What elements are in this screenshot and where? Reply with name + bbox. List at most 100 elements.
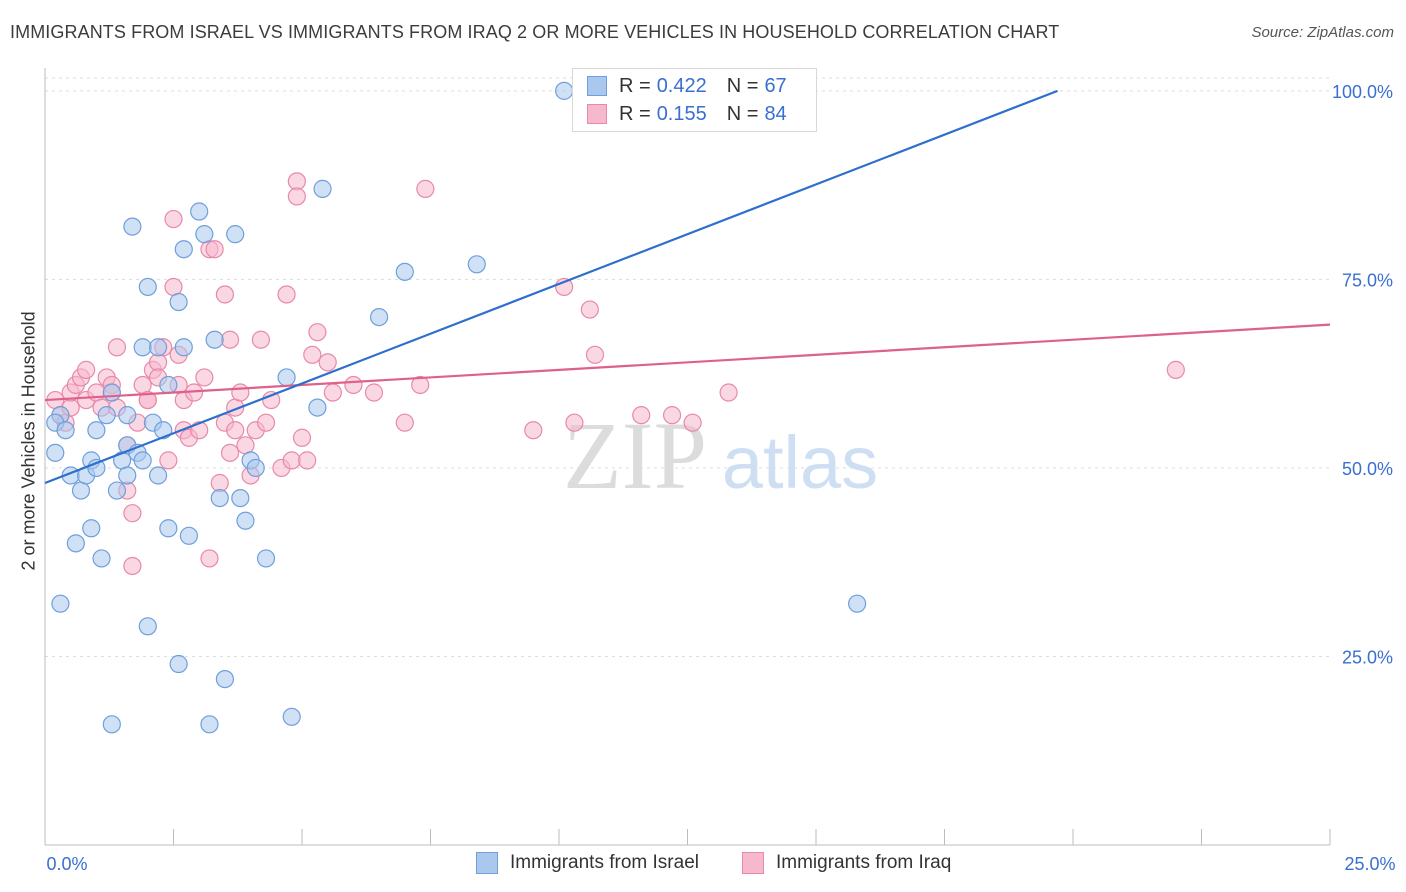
trend-lines (44, 89, 1331, 485)
iraq-point (164, 277, 183, 297)
israel-point (148, 466, 168, 485)
iraq-point (164, 209, 183, 229)
israel-point (313, 179, 332, 198)
israel-point (97, 406, 116, 425)
israel-point (200, 715, 219, 734)
iraq-point (195, 368, 214, 387)
israel-point (102, 715, 121, 734)
iraq-point (364, 383, 384, 402)
iraq-point (123, 504, 142, 523)
iraq-point (719, 383, 738, 402)
israel-point (138, 617, 157, 636)
axes (44, 68, 1331, 846)
israel-point (51, 594, 70, 613)
israel-point (195, 225, 214, 244)
israel-point (277, 368, 296, 387)
israel-point (236, 511, 255, 530)
legend-row-israel: R = 0.422 N = 67 (587, 74, 787, 98)
iraq-point (1166, 360, 1185, 379)
iraq-point (282, 451, 301, 470)
israel-point (555, 81, 574, 100)
iraq-point (123, 556, 142, 576)
iraq-point (303, 345, 322, 364)
israel-point (308, 398, 327, 417)
bottom-iraq-swatch (742, 852, 764, 874)
iraq-n-label: N = (726, 102, 759, 125)
israel-point (215, 669, 234, 689)
iraq-point (220, 443, 240, 462)
israel-point (118, 406, 137, 425)
israel-point (256, 549, 276, 568)
bottom-iraq-label: Immigrants from Iraq (776, 852, 952, 873)
watermark-atlas: atlas (722, 421, 878, 504)
israel-swatch (587, 76, 607, 96)
iraq-point (277, 285, 296, 304)
israel-point (82, 519, 101, 538)
israel-n-value: 67 (764, 74, 787, 97)
israel-point (169, 292, 188, 312)
iraq-point (226, 421, 245, 440)
chart-title: IMMIGRANTS FROM ISRAEL VS IMMIGRANTS FRO… (10, 22, 1060, 42)
y-axis-label: 2 or more Vehicles in Household (18, 311, 39, 571)
iraq-point (287, 172, 306, 191)
iraq-point (662, 406, 682, 425)
stats-legend: R = 0.422 N = 67 R = 0.155 N = 84 (572, 68, 817, 132)
iraq-point (287, 187, 306, 206)
israel-point (138, 277, 157, 297)
iraq-swatch (587, 104, 607, 124)
israel-point (395, 262, 414, 281)
iraq-n-value: 84 (764, 102, 787, 125)
iraq-point (205, 240, 224, 259)
israel-point (71, 481, 91, 500)
iraq-point (200, 549, 219, 568)
source-label: Source: ZipAtlas.com (1251, 24, 1394, 41)
iraq-point (107, 338, 127, 357)
israel-point (123, 217, 142, 236)
legend-row-iraq: R = 0.155 N = 84 (587, 102, 787, 126)
iraq-point (159, 451, 178, 470)
y-tick-label: 75.0% (1342, 270, 1393, 290)
iraq-point (292, 428, 312, 447)
israel-point (107, 481, 127, 500)
israel-point (848, 594, 867, 613)
y-tick-label: 50.0% (1342, 459, 1393, 479)
israel-point (118, 466, 137, 485)
israel-point (467, 255, 486, 274)
iraq-point (565, 413, 584, 432)
israel-point (174, 338, 193, 357)
iraq-point (138, 390, 157, 410)
iraq-point (77, 360, 96, 379)
israel-point (226, 225, 245, 244)
iraq-point (580, 300, 599, 319)
iraq-trend-line (44, 323, 1331, 402)
israel-point (133, 338, 152, 357)
iraq-point (133, 375, 152, 395)
israel-point (133, 451, 152, 470)
israel-point (190, 202, 209, 221)
israel-points (46, 81, 867, 734)
bottom-legend-israel: Immigrants from Israel (476, 852, 699, 874)
bottom-israel-label: Immigrants from Israel (510, 852, 699, 873)
iraq-point (262, 390, 281, 410)
israel-point (210, 488, 229, 508)
iraq-point (318, 353, 337, 372)
iraq-point (236, 436, 255, 455)
israel-point (179, 526, 199, 545)
israel-point (159, 375, 178, 395)
iraq-point (683, 413, 702, 432)
y-tick-label: 100.0% (1332, 82, 1393, 102)
iraq-point (632, 406, 651, 425)
israel-r-label: R = (619, 74, 651, 97)
iraq-point (251, 330, 270, 349)
iraq-point (220, 330, 240, 349)
iraq-point (395, 413, 414, 432)
iraq-point (308, 323, 327, 342)
x-tick-label: 25.0% (1344, 854, 1395, 874)
israel-trend-line (44, 89, 1058, 485)
iraq-point (210, 473, 229, 493)
iraq-point (323, 383, 342, 402)
israel-point (246, 458, 265, 478)
bottom-israel-swatch (476, 852, 498, 874)
israel-point (231, 488, 250, 508)
